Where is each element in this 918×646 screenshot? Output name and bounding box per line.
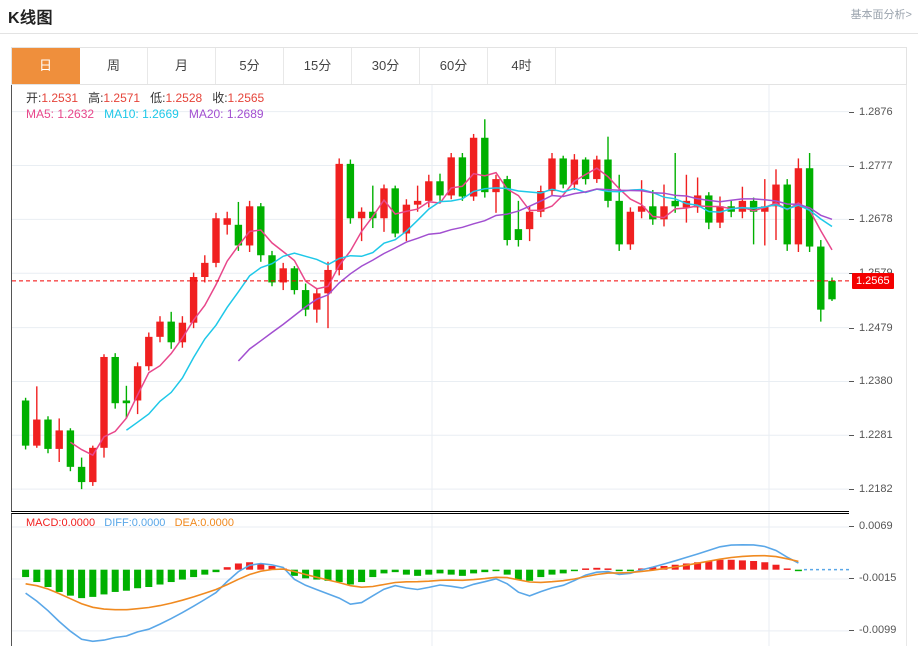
- moving-average-readout: MA5: 1.2632 MA10: 1.2669 MA20: 1.2689: [26, 107, 264, 121]
- price-axis-label: 1.2380: [859, 375, 893, 388]
- macd-panel[interactable]: MACD:0.0000 DIFF:0.0000 DEA:0.0000: [11, 513, 849, 646]
- ma20-label: MA20:: [188, 107, 224, 121]
- dea-value: 0.0000: [200, 517, 234, 529]
- low-label: 低:: [150, 91, 166, 105]
- current-price-tag: 1.2565: [852, 272, 894, 289]
- fundamental-analysis-link[interactable]: 基本面分析>: [850, 9, 912, 21]
- price-axis-label: 1.2182: [859, 483, 893, 496]
- diff-label: DIFF:: [104, 517, 132, 529]
- price-axis-label: 1.2479: [859, 321, 893, 334]
- tab-5min[interactable]: 5分: [216, 48, 284, 84]
- tab-4hour[interactable]: 4时: [488, 48, 556, 84]
- price-axis-label: 1.2678: [859, 213, 893, 226]
- tab-15min[interactable]: 15分: [284, 48, 352, 84]
- price-candlestick-canvas: [12, 85, 849, 511]
- macd-value: 0.0000: [61, 517, 96, 529]
- diff-value: 0.0000: [131, 517, 166, 529]
- timeframe-tabbar: 日 周 月 5分 15分 30分 60分 4时: [11, 47, 907, 85]
- kline-chart: 开:1.2531 高:1.2571 低:1.2528 收:1.2565 MA5:…: [11, 85, 907, 646]
- date-axis-cutoff: [11, 640, 907, 646]
- tab-day[interactable]: 日: [12, 48, 80, 84]
- axis-tick: [849, 273, 854, 275]
- axis-tick: [849, 111, 854, 113]
- axis-tick: [849, 525, 854, 527]
- axis-tick: [849, 489, 854, 491]
- high-label: 高:: [88, 91, 104, 105]
- axis-tick: [849, 219, 854, 221]
- axis-tick: [849, 435, 854, 437]
- macd-axis-label: -0.0015: [859, 571, 897, 584]
- axis-tick: [849, 629, 854, 631]
- high-value: 1.2571: [103, 91, 141, 105]
- price-axis: 1.28761.27771.26781.25791.24791.23801.22…: [849, 85, 907, 646]
- ma5-label: MA5:: [26, 107, 55, 121]
- axis-tick: [849, 381, 854, 383]
- axis-tick: [849, 165, 854, 167]
- macd-axis-label: -0.0099: [859, 623, 897, 636]
- price-axis-label: 1.2777: [859, 159, 893, 172]
- price-axis-label: 1.2876: [859, 105, 893, 118]
- axis-tick: [849, 577, 854, 579]
- tab-30min[interactable]: 30分: [352, 48, 420, 84]
- price-axis-label: 1.2281: [859, 429, 893, 442]
- tabbar-filler: [556, 48, 906, 84]
- axis-divider: [906, 85, 907, 646]
- tab-month[interactable]: 月: [148, 48, 216, 84]
- macd-label: MACD:: [26, 517, 62, 529]
- ma5-value: 1.2632: [57, 107, 95, 121]
- open-label: 开:: [26, 91, 42, 105]
- macd-axis-label: 0.0069: [859, 519, 893, 532]
- tab-week[interactable]: 周: [80, 48, 148, 84]
- axis-tick: [849, 327, 854, 329]
- tab-60min[interactable]: 60分: [420, 48, 488, 84]
- page-title: K线图: [8, 10, 54, 27]
- ma10-value: 1.2669: [142, 107, 179, 121]
- ma20-value: 1.2689: [226, 107, 264, 121]
- ma10-label: MA10:: [104, 107, 139, 121]
- close-label: 收:: [212, 91, 228, 105]
- page-header: K线图 基本面分析>: [0, 0, 918, 34]
- open-value: 1.2531: [41, 91, 79, 105]
- ohlc-readout: 开:1.2531 高:1.2571 低:1.2528 收:1.2565: [26, 89, 264, 106]
- price-panel[interactable]: 开:1.2531 高:1.2571 低:1.2528 收:1.2565 MA5:…: [11, 85, 849, 512]
- close-value: 1.2565: [227, 91, 265, 105]
- dea-label: DEA:: [174, 517, 201, 529]
- macd-readout: MACD:0.0000 DIFF:0.0000 DEA:0.0000: [26, 517, 234, 529]
- low-value: 1.2528: [165, 91, 203, 105]
- macd-canvas: [12, 514, 849, 646]
